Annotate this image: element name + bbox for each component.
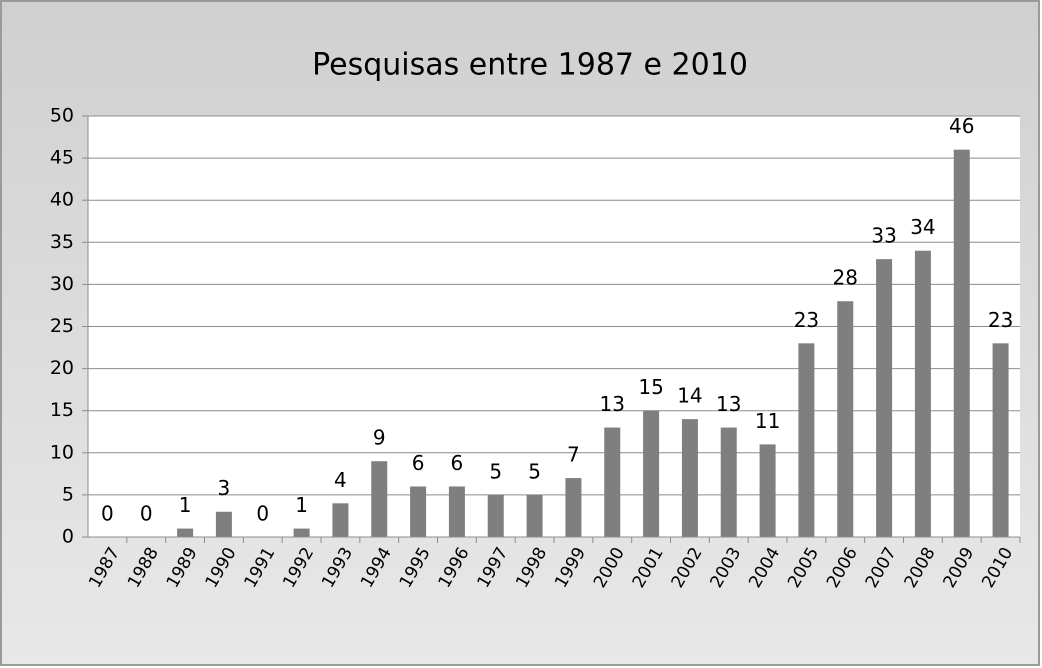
bar xyxy=(565,478,582,537)
y-tick-label: 35 xyxy=(50,231,74,253)
bar xyxy=(643,410,660,537)
data-label: 0 xyxy=(101,502,114,526)
data-label: 46 xyxy=(949,114,974,138)
bar xyxy=(215,511,232,537)
y-tick-label: 0 xyxy=(62,526,74,548)
bar xyxy=(992,343,1009,537)
data-label: 23 xyxy=(794,308,819,332)
y-tick-label: 10 xyxy=(50,441,74,463)
chart-title: Pesquisas entre 1987 e 2010 xyxy=(312,48,748,83)
bar xyxy=(681,419,698,537)
data-label: 11 xyxy=(755,409,780,433)
data-label: 13 xyxy=(716,392,741,416)
y-tick-label: 20 xyxy=(50,357,74,379)
bar xyxy=(487,494,504,537)
data-label: 1 xyxy=(179,493,192,517)
y-tick-label: 25 xyxy=(50,315,74,337)
bar xyxy=(953,149,970,537)
y-tick-label: 15 xyxy=(50,399,74,421)
bar xyxy=(177,528,194,537)
bar xyxy=(526,494,543,537)
bar xyxy=(371,461,388,537)
bar xyxy=(720,427,737,537)
data-label: 9 xyxy=(373,426,386,450)
data-label: 34 xyxy=(910,215,935,239)
data-label: 6 xyxy=(451,451,464,475)
y-tick-label: 45 xyxy=(50,147,74,169)
y-tick-label: 50 xyxy=(50,105,74,127)
data-label: 13 xyxy=(600,392,625,416)
bar xyxy=(604,427,621,537)
data-label: 28 xyxy=(833,266,858,290)
data-label: 5 xyxy=(489,459,502,483)
data-label: 1 xyxy=(295,493,308,517)
y-tick-label: 40 xyxy=(50,189,74,211)
bar xyxy=(293,528,310,537)
data-label: 4 xyxy=(334,468,347,492)
data-label: 23 xyxy=(988,308,1013,332)
bar xyxy=(798,343,815,537)
bar xyxy=(410,486,427,537)
bar xyxy=(448,486,465,537)
data-label: 0 xyxy=(256,502,269,526)
bar xyxy=(914,250,931,537)
data-label: 15 xyxy=(638,375,663,399)
bar xyxy=(837,301,854,537)
bar xyxy=(759,444,776,537)
y-tick-label: 5 xyxy=(62,483,74,505)
y-tick-label: 30 xyxy=(50,273,74,295)
data-label: 14 xyxy=(677,384,702,408)
data-label: 5 xyxy=(528,459,541,483)
data-label: 33 xyxy=(871,224,896,248)
data-label: 3 xyxy=(218,476,231,500)
bar xyxy=(876,259,893,537)
data-label: 7 xyxy=(567,443,580,467)
data-label: 0 xyxy=(140,502,153,526)
bar xyxy=(332,503,349,537)
data-label: 6 xyxy=(412,451,425,475)
